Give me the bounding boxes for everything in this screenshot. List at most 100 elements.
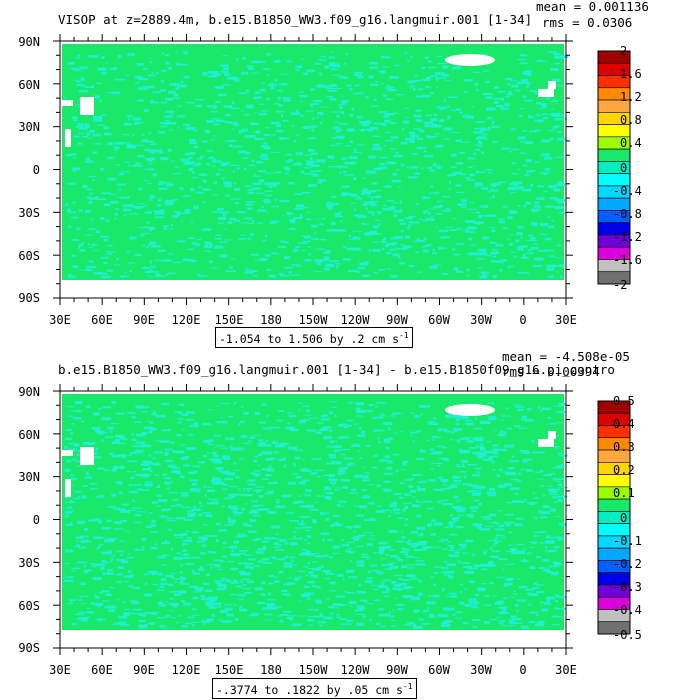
anomaly-patch <box>245 203 253 206</box>
anomaly-patch <box>449 484 455 488</box>
anomaly-patch <box>73 79 77 82</box>
anomaly-patch <box>119 79 126 81</box>
anomaly-patch <box>88 242 91 246</box>
anomaly-patch <box>302 459 305 461</box>
anomaly-patch <box>495 540 502 543</box>
anomaly-patch <box>433 417 437 420</box>
anomaly-patch <box>504 582 513 586</box>
anomaly-patch <box>352 531 357 533</box>
anomaly-patch <box>144 481 153 483</box>
anomaly-patch <box>323 616 333 620</box>
anomaly-patch <box>472 606 479 609</box>
anomaly-patch <box>77 520 86 524</box>
anomaly-patch <box>482 70 490 72</box>
anomaly-patch <box>111 401 116 404</box>
anomaly-patch <box>150 143 157 145</box>
anomaly-patch <box>335 215 344 218</box>
anomaly-patch <box>442 484 448 486</box>
anomaly-patch <box>168 583 174 587</box>
anomaly-patch <box>213 559 223 562</box>
anomaly-patch <box>107 178 116 180</box>
anomaly-patch <box>327 229 337 232</box>
anomaly-patch <box>431 435 438 438</box>
anomaly-patch <box>64 445 68 449</box>
anomaly-patch <box>417 487 426 491</box>
anomaly-patch <box>357 267 366 270</box>
anomaly-patch <box>475 467 482 470</box>
anomaly-patch <box>220 505 226 507</box>
anomaly-patch <box>318 429 323 431</box>
anomaly-patch <box>254 455 258 458</box>
anomaly-patch <box>245 104 254 108</box>
panel-2-range-box: -.3774 to .1822 by .05 cm s-1 <box>212 678 417 699</box>
anomaly-patch <box>393 493 400 496</box>
anomaly-patch <box>497 181 507 184</box>
anomaly-patch <box>93 272 103 275</box>
anomaly-patch <box>196 238 202 241</box>
anomaly-patch <box>80 582 86 585</box>
anomaly-patch <box>227 161 231 163</box>
anomaly-patch <box>475 417 478 420</box>
anomaly-patch <box>419 404 426 408</box>
anomaly-patch <box>442 548 446 550</box>
land-patch <box>65 479 71 497</box>
anomaly-patch <box>182 195 191 197</box>
anomaly-patch <box>432 165 441 167</box>
anomaly-patch <box>301 191 311 194</box>
anomaly-patch <box>431 519 437 522</box>
anomaly-patch <box>502 485 507 488</box>
anomaly-patch <box>116 573 123 576</box>
anomaly-patch <box>67 415 74 417</box>
anomaly-patch <box>325 616 331 618</box>
anomaly-patch <box>268 537 275 539</box>
anomaly-patch <box>526 469 533 472</box>
anomaly-patch <box>200 155 205 158</box>
anomaly-patch <box>386 466 393 470</box>
anomaly-patch <box>136 99 144 102</box>
anomaly-patch <box>305 163 314 166</box>
anomaly-patch <box>303 592 314 595</box>
anomaly-patch <box>459 601 462 604</box>
anomaly-patch <box>229 164 240 166</box>
anomaly-patch <box>382 545 392 548</box>
anomaly-patch <box>467 208 477 210</box>
anomaly-patch <box>232 145 243 148</box>
anomaly-patch <box>340 479 350 481</box>
anomaly-patch <box>192 465 200 468</box>
anomaly-patch <box>327 165 338 168</box>
anomaly-patch <box>271 525 280 529</box>
anomaly-patch <box>426 606 429 610</box>
range-text: -.3774 to .1822 by .05 cm s <box>216 682 403 697</box>
anomaly-patch <box>355 92 364 95</box>
anomaly-patch <box>547 96 550 100</box>
anomaly-patch <box>339 523 343 526</box>
anomaly-patch <box>456 463 460 466</box>
lat-label: 60S <box>18 249 40 263</box>
anomaly-patch <box>152 463 161 466</box>
anomaly-patch <box>173 556 183 560</box>
anomaly-patch <box>183 519 193 521</box>
anomaly-patch <box>160 102 168 104</box>
anomaly-patch <box>517 599 527 602</box>
anomaly-patch <box>100 114 107 116</box>
anomaly-patch <box>424 237 427 240</box>
anomaly-patch <box>96 618 106 621</box>
anomaly-patch <box>97 67 107 71</box>
anomaly-patch <box>389 122 396 125</box>
anomaly-patch <box>471 492 480 496</box>
anomaly-patch <box>341 166 349 168</box>
anomaly-patch <box>306 138 314 139</box>
anomaly-patch <box>127 570 132 573</box>
anomaly-patch <box>305 552 311 555</box>
anomaly-patch <box>221 455 230 459</box>
anomaly-patch <box>164 481 167 485</box>
anomaly-patch <box>325 572 334 575</box>
anomaly-patch <box>216 405 219 407</box>
anomaly-patch <box>223 67 230 70</box>
anomaly-patch <box>151 244 156 248</box>
anomaly-patch <box>128 576 134 579</box>
anomaly-patch <box>489 455 498 458</box>
anomaly-patch <box>247 207 253 211</box>
anomaly-patch <box>482 273 485 276</box>
lon-label: 30E <box>555 313 577 327</box>
